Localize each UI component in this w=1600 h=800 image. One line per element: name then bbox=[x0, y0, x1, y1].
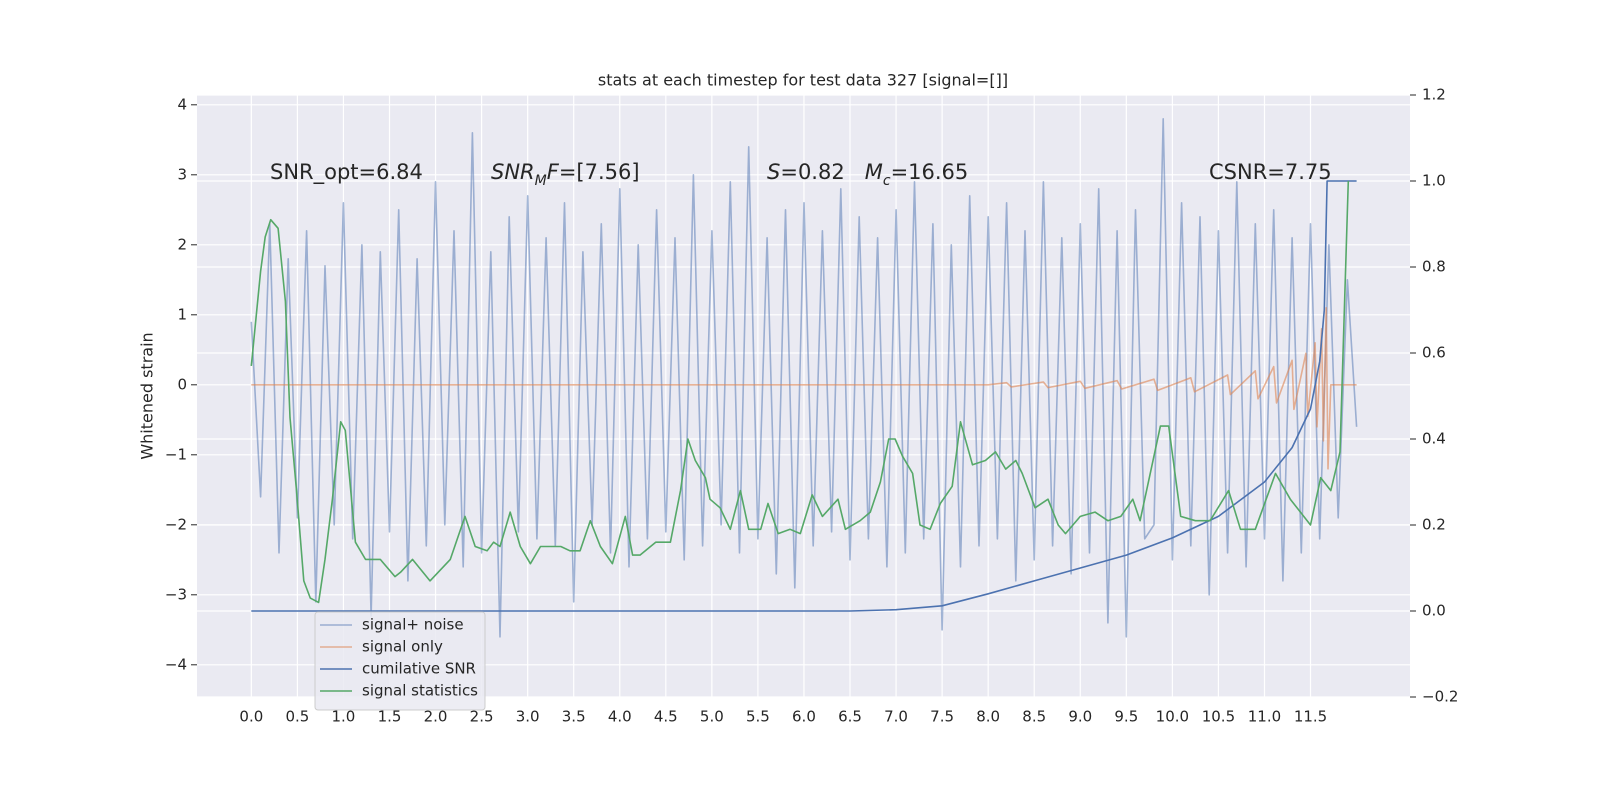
series-line bbox=[251, 180, 1357, 612]
x-tick-label: 4.5 bbox=[654, 708, 678, 726]
annotation-part: CSNR=7.75 bbox=[1209, 160, 1332, 184]
annotation-part: S bbox=[767, 160, 780, 184]
x-tick-label: 9.0 bbox=[1068, 708, 1092, 726]
legend-label: signal statistics bbox=[362, 682, 478, 700]
annotation-part: M bbox=[865, 160, 883, 184]
y-tick-label: −4 bbox=[165, 655, 187, 673]
x-tick-label: 7.5 bbox=[930, 708, 954, 726]
annotation-part: M bbox=[535, 173, 547, 189]
x-tick-label: 10.0 bbox=[1156, 708, 1189, 726]
y2-tick-label: −0.2 bbox=[1422, 688, 1458, 706]
legend-box bbox=[314, 611, 486, 711]
annotation-part: =0.82 bbox=[780, 160, 864, 184]
y-tick-label: 3 bbox=[177, 165, 187, 183]
x-tick-label: 8.5 bbox=[1022, 708, 1046, 726]
x-tick-label: 0.5 bbox=[285, 708, 309, 726]
x-tick-label: 10.5 bbox=[1202, 708, 1235, 726]
x-tick-label: 2.0 bbox=[424, 708, 448, 726]
y2-tick-label: 0.0 bbox=[1422, 602, 1446, 620]
y-tick-label: −2 bbox=[165, 515, 187, 533]
x-tick-label: 6.5 bbox=[838, 708, 862, 726]
x-tick-label: 1.5 bbox=[378, 708, 402, 726]
x-tick-label: 1.0 bbox=[332, 708, 356, 726]
y2-tick-label: 0.4 bbox=[1422, 430, 1446, 448]
x-tick-label: 2.5 bbox=[470, 708, 494, 726]
y-tick-label: 1 bbox=[177, 305, 187, 323]
x-tick-label: 0.0 bbox=[239, 708, 263, 726]
y2-tick-label: 1.0 bbox=[1422, 172, 1446, 190]
y2-tick-label: 0.2 bbox=[1422, 516, 1446, 534]
y-tick-label: 2 bbox=[177, 235, 187, 253]
y2-tick-label: 0.8 bbox=[1422, 258, 1446, 276]
x-tick-label: 5.5 bbox=[746, 708, 770, 726]
annotation-part: SNR_opt=6.84 bbox=[270, 160, 423, 185]
lines bbox=[250, 118, 1358, 638]
x-tick-label: 5.0 bbox=[700, 708, 724, 726]
x-tick-label: 3.5 bbox=[562, 708, 586, 726]
x-tick-label: 11.5 bbox=[1294, 708, 1327, 726]
legend-label: cumilative SNR bbox=[362, 660, 476, 678]
x-tick-label: 3.0 bbox=[516, 708, 540, 726]
annotation-part: =[7.56] bbox=[559, 160, 640, 184]
annotation-part: SNR bbox=[491, 160, 535, 184]
x-tick-label: 9.5 bbox=[1114, 708, 1138, 726]
annotation: SNR_opt=6.84 bbox=[270, 160, 423, 185]
legend-label: signal only bbox=[362, 638, 443, 656]
axes: 0.0 0.5 1.0 1.5 2.0 2.5 3.0 3.5 4.0 4.5 5.0 5.5 6.0 6… bbox=[165, 86, 1459, 726]
annotation-part: =16.65 bbox=[891, 160, 969, 184]
annotation-part: c bbox=[883, 173, 891, 189]
x-tick-label: 8.0 bbox=[976, 708, 1000, 726]
series-line bbox=[250, 180, 1350, 604]
x-tick-label: 7.0 bbox=[884, 708, 908, 726]
y-tick-label: 4 bbox=[177, 95, 187, 113]
x-tick-label: 6.0 bbox=[792, 708, 816, 726]
series-line bbox=[250, 118, 1358, 638]
annotation: SNRMF=[7.56] bbox=[491, 160, 640, 189]
y2-tick-label: 1.2 bbox=[1422, 86, 1446, 104]
x-tick-label: 4.0 bbox=[608, 708, 632, 726]
annotation: S=0.82 Mc=16.65 bbox=[767, 160, 968, 189]
y-tick-label: −3 bbox=[165, 585, 187, 603]
y-tick-label: 0 bbox=[177, 375, 187, 393]
y2-tick-label: 0.6 bbox=[1422, 344, 1446, 362]
annotation-part: F bbox=[547, 160, 560, 184]
legend-label: signal+ noise bbox=[362, 616, 464, 634]
annotation: CSNR=7.75 bbox=[1209, 160, 1332, 184]
x-tick-label: 11.0 bbox=[1248, 708, 1281, 726]
y-tick-label: −1 bbox=[165, 445, 187, 463]
chart-title: stats at each timestep for test data 327… bbox=[598, 71, 1008, 90]
y-axis-label: Whitened strain bbox=[138, 332, 157, 459]
